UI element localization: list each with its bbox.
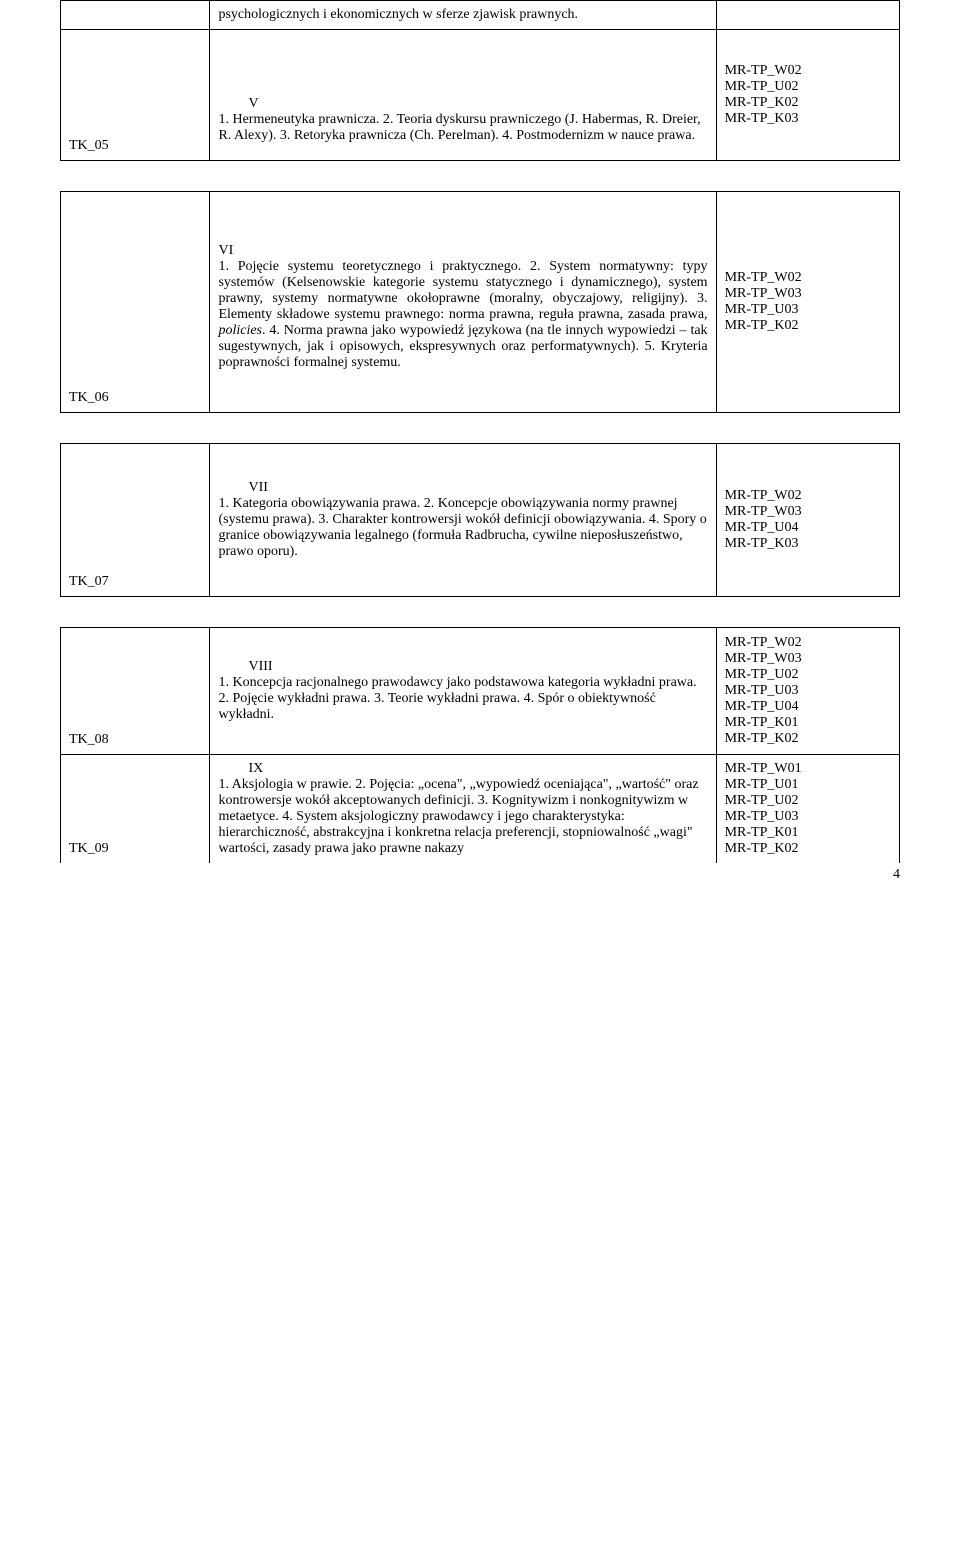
spacer [218, 371, 707, 406]
spacer [218, 198, 707, 243]
code-cell: TK_09 [61, 755, 210, 864]
mr-code: MR-TP_U03 [725, 302, 891, 318]
table-row: TK_05 V 1. Hermeneutyka prawnicza. 2. Te… [61, 30, 900, 161]
mr-code: MR-TP_K01 [725, 825, 891, 841]
desc-cell: VI 1. Pojęcie systemu teoretycznego i pr… [210, 192, 716, 413]
page-number: 4 [60, 867, 900, 883]
mr-code: MR-TP_U01 [725, 777, 891, 793]
text-part-b: . 4. Norma prawna jako wypowiedź językow… [218, 323, 707, 370]
code-cell: TK_07 [61, 444, 210, 597]
content-table-3: TK_07 VII 1. Kategoria obowiązywania pra… [60, 443, 900, 597]
spacer [218, 560, 707, 590]
mr-code: MR-TP_W01 [725, 761, 891, 777]
description-text: 1. Hermeneutyka prawnicza. 2. Teoria dys… [218, 112, 707, 144]
mr-code: MR-TP_W03 [725, 651, 891, 667]
table-row: TK_09 IX 1. Aksjologia w prawie. 2. Poję… [61, 755, 900, 864]
roman-numeral: VIII [218, 659, 707, 675]
mr-code: MR-TP_U02 [725, 793, 891, 809]
roman-text: VII [248, 480, 267, 495]
mr-code: MR-TP_U03 [725, 809, 891, 825]
code-text: TK_09 [69, 841, 109, 856]
code-text: TK_07 [69, 574, 109, 589]
table-row: TK_08 VIII 1. Koncepcja racjonalnego pra… [61, 628, 900, 755]
mr-code: MR-TP_K02 [725, 95, 891, 111]
mr-cell: MR-TP_W02 MR-TP_W03 MR-TP_U04 MR-TP_K03 [716, 444, 899, 597]
mr-code: MR-TP_W03 [725, 286, 891, 302]
spacer [218, 450, 707, 480]
mr-code: MR-TP_W02 [725, 63, 891, 79]
mr-cell: MR-TP_W02 MR-TP_W03 MR-TP_U03 MR-TP_K02 [716, 192, 899, 413]
mr-code: MR-TP_W02 [725, 488, 891, 504]
text-part-a: 1. Pojęcie systemu teoretycznego i prakt… [218, 259, 707, 322]
mr-code: MR-TP_U03 [725, 683, 891, 699]
content-table-4: TK_08 VIII 1. Koncepcja racjonalnego pra… [60, 627, 900, 863]
content-table-2: TK_06 VI 1. Pojęcie systemu teoretyczneg… [60, 191, 900, 413]
spacer [218, 144, 707, 154]
code-cell: TK_06 [61, 192, 210, 413]
description-text: 1. Aksjologia w prawie. 2. Pojęcia: „oce… [218, 777, 707, 857]
roman-text: V [248, 96, 258, 111]
roman-numeral: V [218, 96, 707, 112]
mr-code: MR-TP_W02 [725, 270, 891, 286]
table-row: TK_07 VII 1. Kategoria obowiązywania pra… [61, 444, 900, 597]
roman-numeral: VII [218, 480, 707, 496]
mr-code: MR-TP_K03 [725, 536, 891, 552]
description-text: 1. Kategoria obowiązywania prawa. 2. Kon… [218, 496, 707, 560]
mr-code: MR-TP_K01 [725, 715, 891, 731]
mr-code: MR-TP_U04 [725, 699, 891, 715]
code-cell: TK_05 [61, 30, 210, 161]
mr-code: MR-TP_U02 [725, 667, 891, 683]
table-row: TK_06 VI 1. Pojęcie systemu teoretyczneg… [61, 192, 900, 413]
spacer [218, 634, 707, 659]
document-page: psychologicznych i ekonomicznych w sferz… [0, 0, 960, 903]
mr-cell: MR-TP_W02 MR-TP_U02 MR-TP_K02 MR-TP_K03 [716, 30, 899, 161]
content-table-1: psychologicznych i ekonomicznych w sferz… [60, 0, 900, 161]
desc-cell: VIII 1. Koncepcja racjonalnego prawodawc… [210, 628, 716, 755]
desc-cell: V 1. Hermeneutyka prawnicza. 2. Teoria d… [210, 30, 716, 161]
description-text: 1. Pojęcie systemu teoretycznego i prakt… [218, 259, 707, 371]
description-text: psychologicznych i ekonomicznych w sferz… [218, 7, 578, 22]
code-text: TK_05 [69, 138, 109, 153]
desc-cell: IX 1. Aksjologia w prawie. 2. Pojęcia: „… [210, 755, 716, 864]
mr-code: MR-TP_K03 [725, 111, 891, 127]
mr-code: MR-TP_K02 [725, 731, 891, 747]
code-text: TK_06 [69, 390, 109, 405]
table-row: psychologicznych i ekonomicznych w sferz… [61, 1, 900, 30]
roman-numeral: IX [218, 761, 707, 777]
roman-text: VIII [248, 659, 272, 674]
description-text: 1. Koncepcja racjonalnego prawodawcy jak… [218, 675, 707, 723]
mr-code: MR-TP_K02 [725, 318, 891, 334]
code-cell: TK_08 [61, 628, 210, 755]
mr-code: MR-TP_K02 [725, 841, 891, 857]
mr-cell-empty [716, 1, 899, 30]
mr-code: MR-TP_U02 [725, 79, 891, 95]
mr-cell: MR-TP_W01 MR-TP_U01 MR-TP_U02 MR-TP_U03 … [716, 755, 899, 864]
mr-code: MR-TP_W02 [725, 635, 891, 651]
code-text: TK_08 [69, 732, 109, 747]
mr-code: MR-TP_U04 [725, 520, 891, 536]
mr-cell: MR-TP_W02 MR-TP_W03 MR-TP_U02 MR-TP_U03 … [716, 628, 899, 755]
mr-code: MR-TP_W03 [725, 504, 891, 520]
desc-cell: VII 1. Kategoria obowiązywania prawa. 2.… [210, 444, 716, 597]
text-italic: policies [218, 323, 262, 338]
roman-text: IX [248, 761, 263, 776]
code-cell-empty [61, 1, 210, 30]
spacer [218, 723, 707, 748]
desc-cell: psychologicznych i ekonomicznych w sferz… [210, 1, 716, 30]
spacer [218, 36, 707, 96]
roman-numeral: VI [218, 243, 707, 259]
